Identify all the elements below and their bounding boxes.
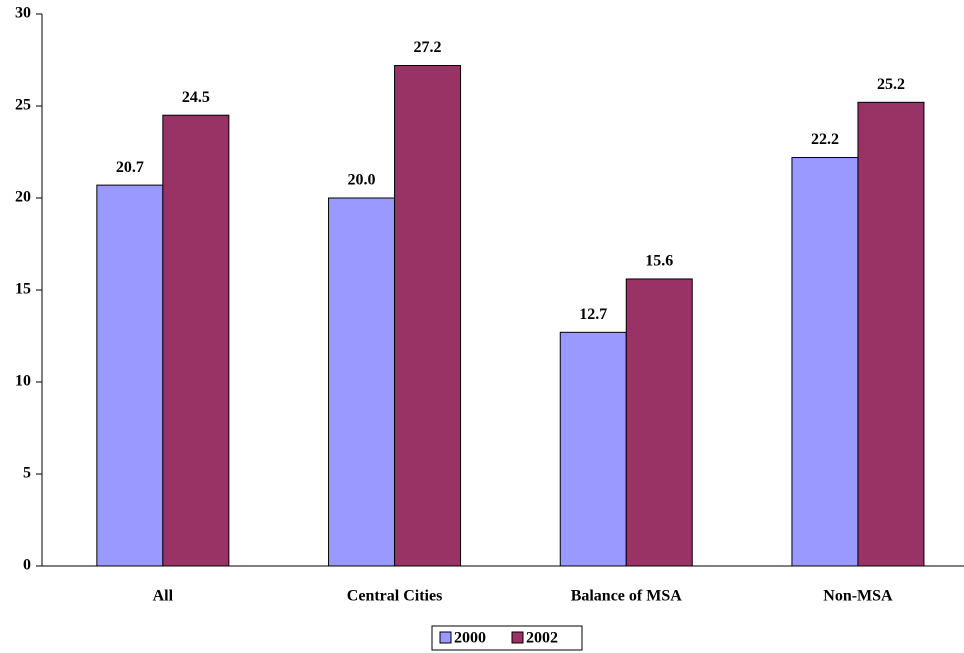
y-tick-label: 10 — [15, 373, 31, 390]
bar — [394, 65, 462, 567]
y-tick-label: 25 — [15, 97, 31, 114]
x-tick-label: Balance of MSA — [571, 588, 683, 605]
x-tick-label: Central Cities — [347, 588, 443, 605]
y-tick-label: 0 — [23, 557, 31, 574]
bar — [559, 331, 627, 567]
value-label: 27.2 — [414, 39, 442, 56]
legend-label: 2000 — [454, 630, 486, 647]
y-tick-label: 20 — [15, 189, 31, 206]
value-label: 15.6 — [645, 253, 673, 270]
value-label: 20.0 — [348, 172, 376, 189]
bar — [791, 157, 859, 567]
bar — [857, 101, 925, 567]
bar — [328, 197, 396, 567]
y-tick-label: 5 — [23, 465, 31, 482]
legend-box — [431, 625, 583, 651]
legend-swatch — [439, 631, 452, 644]
value-label: 24.5 — [182, 89, 210, 106]
x-tick-label: All — [153, 588, 174, 605]
value-label: 22.2 — [811, 131, 839, 148]
value-label: 12.7 — [579, 306, 607, 323]
x-tick-label: Non-MSA — [823, 588, 893, 605]
legend-label: 2002 — [526, 630, 558, 647]
value-label: 25.2 — [877, 76, 905, 93]
y-tick-label: 30 — [15, 5, 31, 22]
bar — [96, 184, 164, 567]
legend-swatch — [511, 631, 524, 644]
bar — [162, 114, 230, 567]
value-label: 20.7 — [116, 159, 144, 176]
bar — [625, 278, 693, 567]
y-tick-label: 15 — [15, 281, 31, 298]
